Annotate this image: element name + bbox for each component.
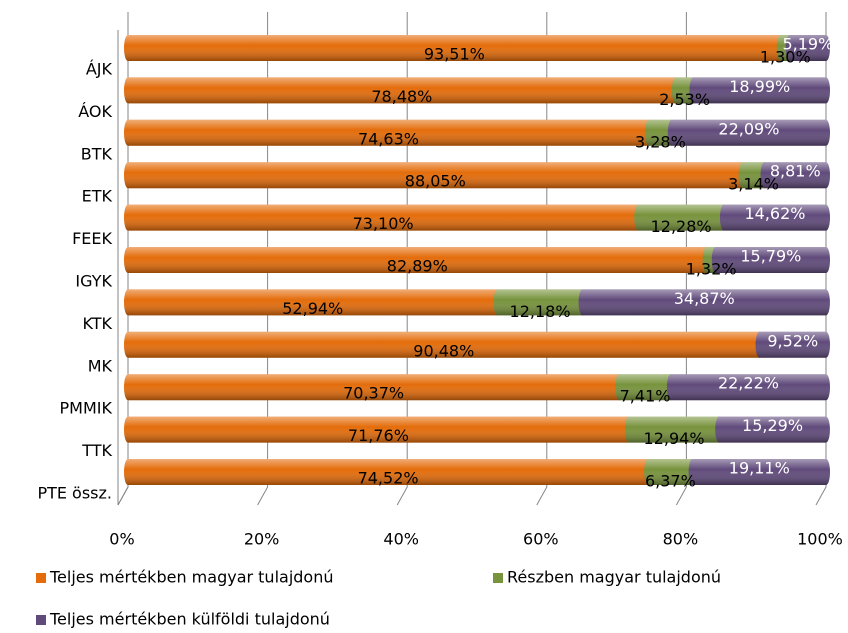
y-tick-label: ÁOK xyxy=(78,102,112,121)
data-label: 1,32% xyxy=(686,260,737,279)
x-tick-label: 100% xyxy=(797,530,843,549)
data-label: 74,63% xyxy=(358,129,419,148)
y-tick-label: IGYK xyxy=(75,272,112,291)
bar-shade xyxy=(124,459,653,485)
data-label: 14,62% xyxy=(744,204,805,223)
bar-shade xyxy=(644,119,676,146)
bar-shade xyxy=(667,119,830,146)
legend-swatch xyxy=(36,573,46,583)
y-tick-label: BTK xyxy=(81,144,113,163)
data-label: 52,94% xyxy=(282,299,343,318)
y-tick-label: PMMIK xyxy=(60,399,113,418)
data-label: 18,99% xyxy=(729,77,790,96)
x-tick-label: 0% xyxy=(109,530,134,549)
data-label: 6,37% xyxy=(645,472,696,491)
bar-shade xyxy=(689,77,830,104)
data-label: 12,94% xyxy=(644,429,705,448)
bar-shade xyxy=(124,35,785,61)
legend-swatch xyxy=(493,573,503,583)
bar-shade xyxy=(124,247,711,273)
x-tick-label: 20% xyxy=(244,530,280,549)
data-label: 19,11% xyxy=(729,459,790,478)
data-label: 22,09% xyxy=(718,119,779,138)
data-label: 2,53% xyxy=(659,90,710,109)
y-tick-label: KTK xyxy=(82,314,112,333)
data-label: 15,79% xyxy=(740,247,801,266)
bar-shade xyxy=(124,416,633,443)
bar-shade xyxy=(644,459,697,485)
bar-shade xyxy=(755,331,830,358)
bar-shade xyxy=(634,204,728,231)
data-label: 5,19% xyxy=(782,35,833,54)
data-label: 1,30% xyxy=(760,48,811,67)
data-label: 34,87% xyxy=(674,289,735,308)
data-label: 73,10% xyxy=(353,214,414,233)
bar-shade xyxy=(124,289,502,316)
data-label: 82,89% xyxy=(387,257,448,276)
data-label: 9,52% xyxy=(767,331,818,350)
bar-shade xyxy=(785,35,830,61)
data-label: 12,18% xyxy=(510,302,571,321)
bar-shade xyxy=(719,204,830,231)
data-label: 15,29% xyxy=(742,416,803,435)
y-tick-label: ETK xyxy=(82,187,113,206)
y-tick-label: PTE össz. xyxy=(37,484,112,503)
bar-shade xyxy=(124,374,624,401)
bar-shade xyxy=(715,416,830,443)
data-label: 7,41% xyxy=(620,387,671,406)
bar-shade xyxy=(493,289,587,316)
bar-shade xyxy=(666,374,830,401)
bar-shade xyxy=(124,77,680,104)
legend-label: Teljes mértékben magyar tulajdonú xyxy=(49,568,334,587)
bar-shade xyxy=(124,162,747,189)
y-tick-label: ÁJK xyxy=(86,60,113,79)
bar-shade xyxy=(688,459,830,485)
legend-label: Teljes mértékben külföldi tulajdonú xyxy=(49,610,330,629)
legend-label: Részben magyar tulajdonú xyxy=(507,568,721,587)
x-tick-label: 80% xyxy=(663,530,699,549)
x-tick-label: 40% xyxy=(383,530,419,549)
data-label: 74,52% xyxy=(358,469,419,488)
bar-shade xyxy=(760,162,830,189)
legend-swatch xyxy=(36,615,46,625)
bar-shade xyxy=(124,204,643,231)
data-label: 78,48% xyxy=(371,87,432,106)
data-label: 71,76% xyxy=(348,426,409,445)
data-label: 8,81% xyxy=(770,162,821,181)
bar-shade xyxy=(711,247,830,273)
y-tick-label: MK xyxy=(88,356,113,375)
x-tick-label: 60% xyxy=(523,530,559,549)
y-tick-label: TTK xyxy=(81,441,112,460)
data-label: 93,51% xyxy=(424,45,485,64)
data-label: 22,22% xyxy=(718,374,779,393)
data-label: 3,14% xyxy=(728,175,779,194)
bar-shade xyxy=(624,416,724,443)
data-label: 90,48% xyxy=(413,341,474,360)
bar-shade xyxy=(615,374,675,401)
bar-shade xyxy=(578,289,830,316)
bar-shade xyxy=(124,119,653,146)
y-tick-label: FEEK xyxy=(72,229,112,248)
data-label: 88,05% xyxy=(405,172,466,191)
data-label: 12,28% xyxy=(651,217,712,236)
data-label: 70,37% xyxy=(343,384,404,403)
data-label: 3,28% xyxy=(635,132,686,151)
bar-shade xyxy=(124,331,764,358)
bar-shade xyxy=(738,162,769,189)
